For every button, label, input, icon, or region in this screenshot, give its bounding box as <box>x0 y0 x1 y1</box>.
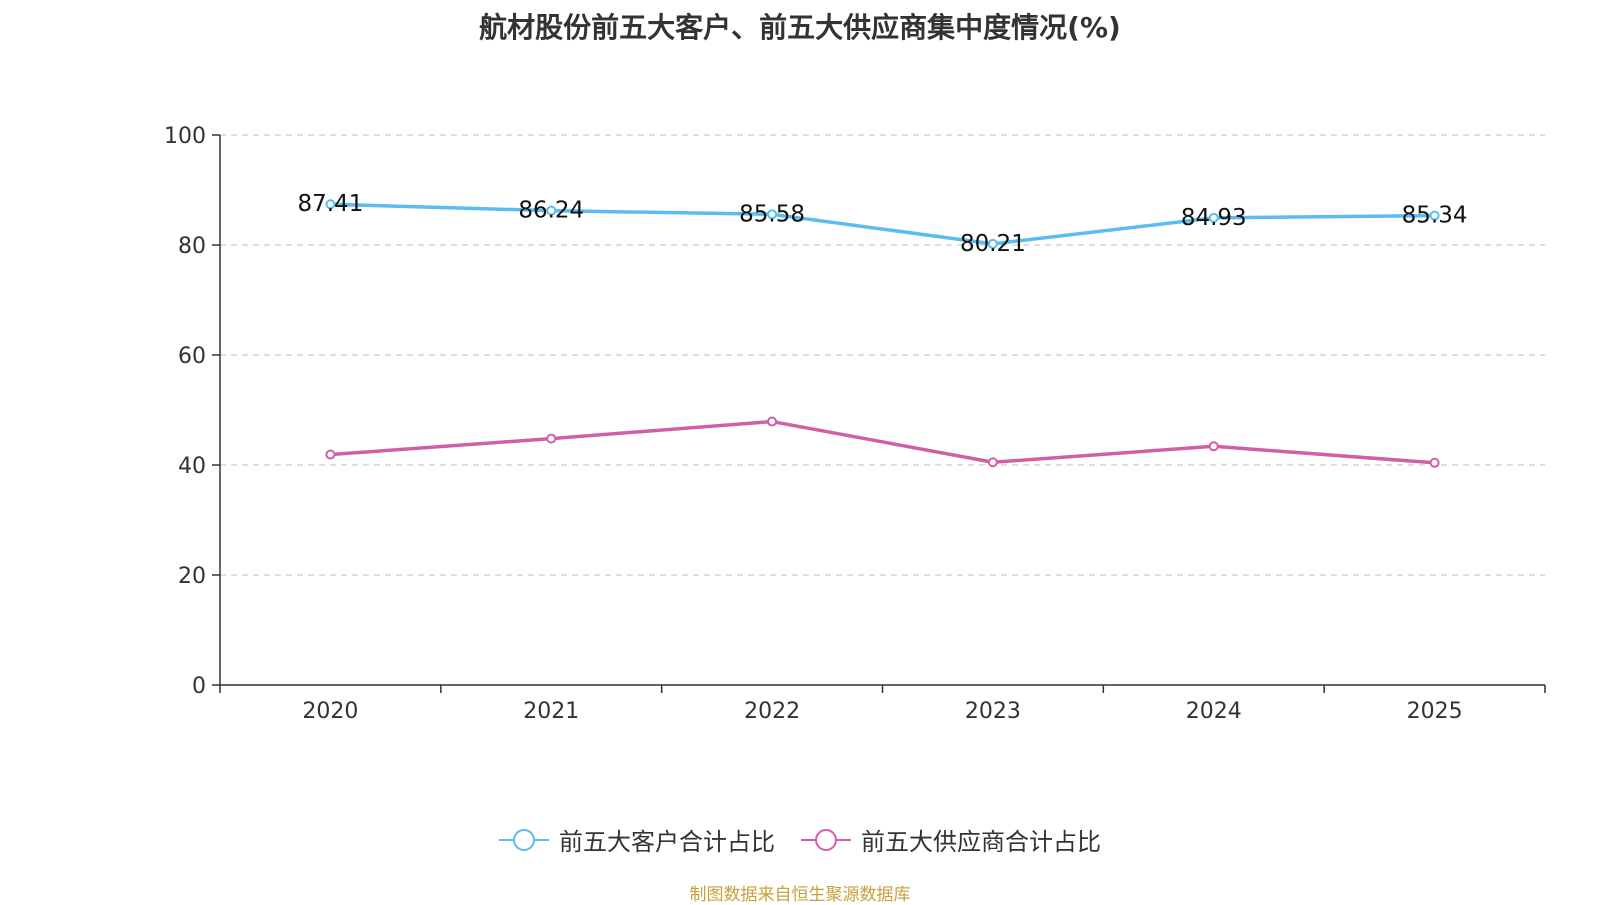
legend-item-suppliers[interactable]: 前五大供应商合计占比 <box>801 822 1101 857</box>
y-tick-label: 0 <box>192 674 206 699</box>
data-point <box>987 238 998 249</box>
legend-line-circle-icon <box>499 828 549 851</box>
data-label: 84.93 <box>1181 205 1247 231</box>
x-tick-label: 2023 <box>965 699 1021 724</box>
series-line-0 <box>330 202 1435 246</box>
data-point <box>767 416 778 427</box>
series-lines <box>325 199 1440 468</box>
source-note: 制图数据来自恒生聚源数据库 <box>689 885 911 905</box>
legend-line-circle-icon <box>801 828 851 851</box>
y-tick-label: 60 <box>178 344 206 369</box>
axes: 0 20 40 60 80 100 2020 2021 2022 2023 2024 2025 <box>164 124 1546 724</box>
data-label: 85.34 <box>1402 203 1468 229</box>
data-point <box>1429 457 1440 468</box>
y-tick-label: 40 <box>178 454 206 479</box>
y-tick-label: 100 <box>164 124 206 149</box>
data-point <box>546 205 557 216</box>
data-point <box>546 433 557 444</box>
y-tick-label: 80 <box>178 234 206 259</box>
data-label: 80.21 <box>960 231 1026 257</box>
x-tick-label: 2024 <box>1186 699 1242 724</box>
y-tick-label: 20 <box>178 564 206 589</box>
data-labels: 87.41 86.24 85.58 80.21 84.93 85.34 <box>297 191 1467 257</box>
series-line-1 <box>330 419 1435 465</box>
legend-label-suppliers: 前五大供应商合计占比 <box>861 828 1101 856</box>
data-label: 87.41 <box>297 191 363 217</box>
data-point <box>325 449 336 460</box>
x-tick-label: 2021 <box>523 699 579 724</box>
data-point <box>325 199 336 210</box>
data-point <box>1208 212 1219 223</box>
x-tick-label: 2020 <box>302 699 358 724</box>
chart-title: 航材股份前五大客户、前五大供应商集中度情况(%) <box>479 11 1121 44</box>
grid-lines <box>220 134 1545 576</box>
x-tick-label: 2025 <box>1407 699 1463 724</box>
x-tick-label: 2022 <box>744 699 800 724</box>
data-point <box>987 457 998 468</box>
legend: 前五大客户合计占比 前五大供应商合计占比 <box>0 822 1600 857</box>
data-point <box>767 209 778 220</box>
data-point <box>1208 441 1219 452</box>
data-label: 86.24 <box>518 198 584 224</box>
data-point <box>1429 210 1440 221</box>
legend-label-customers: 前五大客户合计占比 <box>559 828 775 856</box>
legend-item-customers[interactable]: 前五大客户合计占比 <box>499 822 775 857</box>
data-label: 85.58 <box>739 201 805 227</box>
